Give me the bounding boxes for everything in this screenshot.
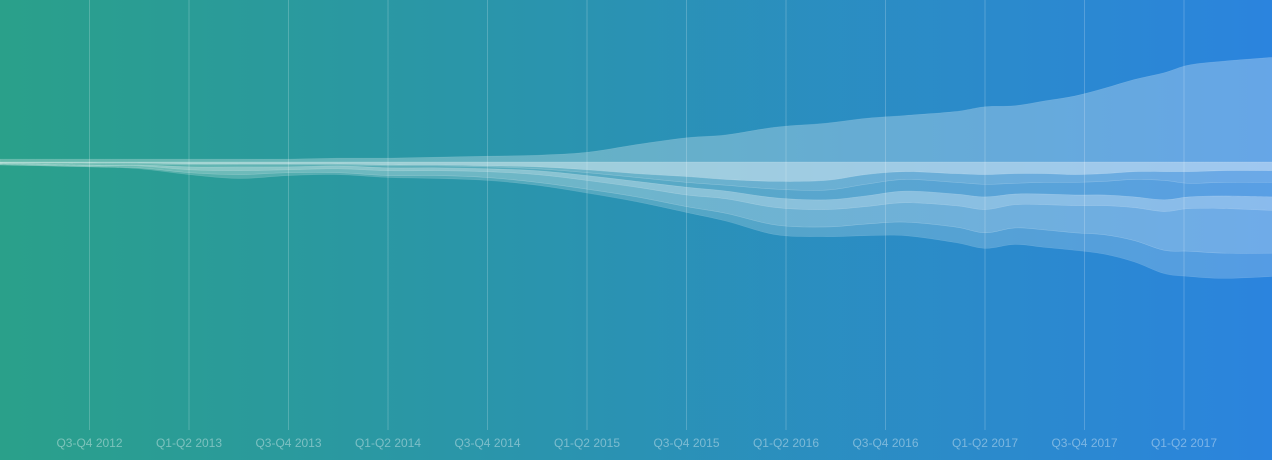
x-tick-label: Q1-Q2 2017 [952, 436, 1018, 450]
stream-layer-2 [0, 161, 1272, 182]
x-tick-label: Q3-Q4 2015 [653, 436, 719, 450]
x-tick-label: Q1-Q2 2017 [1151, 436, 1217, 450]
x-tick-label: Q1-Q2 2014 [355, 436, 421, 450]
x-tick-label: Q1-Q2 2016 [753, 436, 819, 450]
x-tick-label: Q3-Q4 2013 [255, 436, 321, 450]
stream-layer-5 [0, 162, 1272, 212]
stream-layer-7 [0, 164, 1272, 279]
stream-layer-4 [0, 162, 1272, 201]
stream-layer-3 [0, 162, 1272, 191]
x-axis-ticks: Q3-Q4 2012 Q1-Q2 2013 Q3-Q4 2013 Q1-Q2 2014… [56, 436, 1217, 450]
x-tick-label: Q1-Q2 2013 [156, 436, 222, 450]
x-tick-label: Q3-Q4 2012 [56, 436, 122, 450]
stream-layers [0, 57, 1272, 279]
stream-layer-6 [0, 163, 1272, 254]
x-tick-label: Q3-Q4 2017 [1051, 436, 1117, 450]
x-tick-label: Q1-Q2 2015 [554, 436, 620, 450]
x-tick-label: Q3-Q4 2014 [454, 436, 520, 450]
x-tick-label: Q3-Q4 2016 [852, 436, 918, 450]
gridlines [89, 0, 1185, 430]
